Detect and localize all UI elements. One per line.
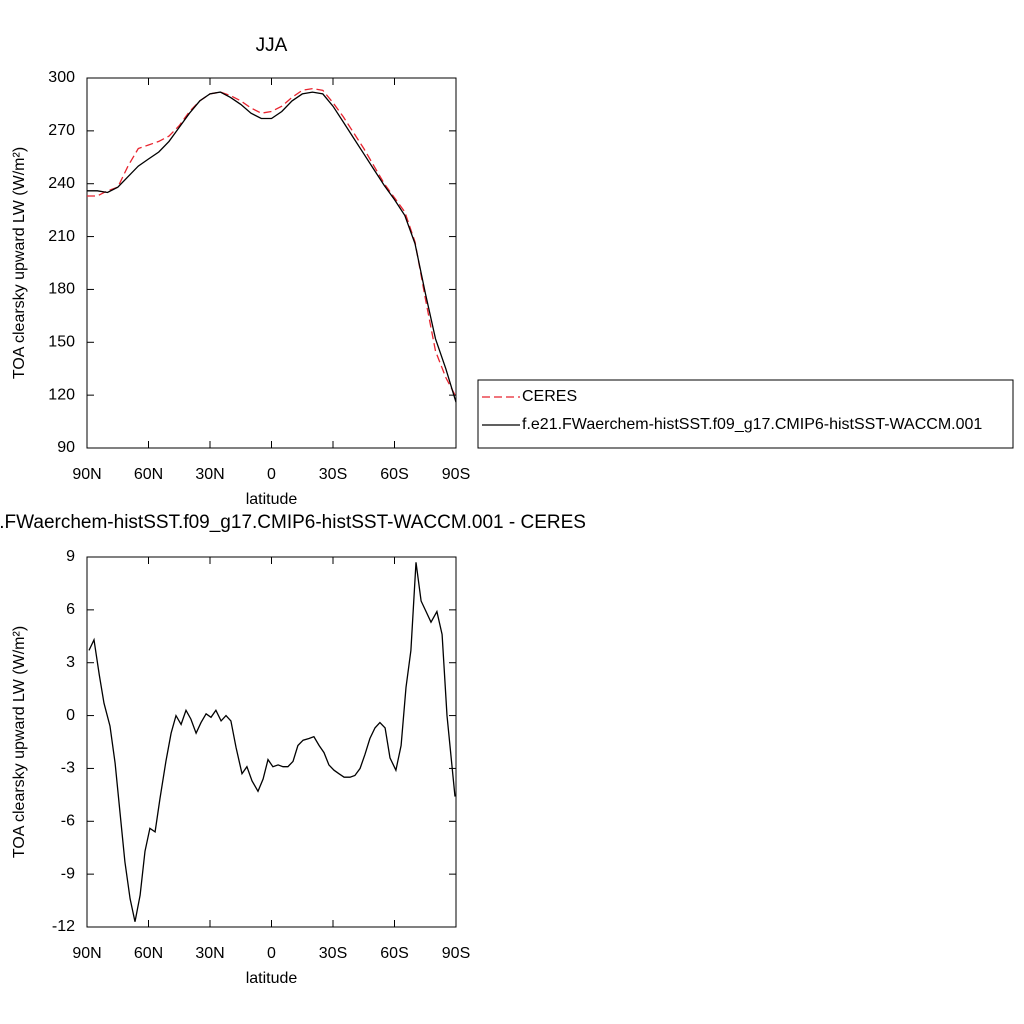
x-tick-label: 60N — [134, 466, 163, 483]
y-tick-label: 180 — [48, 281, 75, 298]
y-tick-label: -9 — [61, 865, 75, 882]
y-tick-label: 90 — [57, 439, 75, 456]
x-axis-label: latitude — [246, 491, 298, 508]
x-tick-label: 60N — [134, 945, 163, 962]
y-tick-label: 120 — [48, 386, 75, 403]
y-tick-label: 150 — [48, 334, 75, 351]
x-tick-label: 60S — [380, 945, 408, 962]
y-tick-label: 270 — [48, 122, 75, 139]
plot-frame — [86, 77, 457, 449]
y-tick-label: 6 — [66, 601, 75, 618]
x-tick-label: 90N — [72, 466, 101, 483]
x-tick-label: 30S — [319, 466, 347, 483]
legend-box — [477, 379, 1014, 449]
y-tick-label: -12 — [52, 918, 75, 935]
y-tick-label: -3 — [61, 760, 75, 777]
x-tick-label: 90S — [442, 945, 470, 962]
chart-title: f.e21.FWaerchem-histSST.f09_g17.CMIP6-hi… — [0, 512, 586, 533]
x-tick-label: 30S — [319, 945, 347, 962]
y-tick-label: 210 — [48, 228, 75, 245]
x-tick-label: 30N — [195, 945, 224, 962]
y-tick-label: 3 — [66, 654, 75, 671]
x-tick-label: 0 — [267, 945, 276, 962]
x-tick-label: 30N — [195, 466, 224, 483]
legend-label: CERES — [522, 388, 577, 405]
y-axis-label: TOA clearsky upward LW (W/m²) — [11, 147, 28, 379]
y-axis-label: TOA clearsky upward LW (W/m²) — [11, 626, 28, 858]
y-tick-label: -6 — [61, 813, 75, 830]
data-line — [87, 91, 457, 403]
data-line — [88, 562, 456, 922]
chart-title: JJA — [256, 35, 288, 56]
x-tick-label: 60S — [380, 466, 408, 483]
legend-label: f.e21.FWaerchem-histSST.f09_g17.CMIP6-hi… — [522, 416, 982, 433]
x-tick-label: 90S — [442, 466, 470, 483]
x-tick-label: 0 — [267, 466, 276, 483]
x-tick-label: 90N — [72, 945, 101, 962]
y-tick-label: 300 — [48, 69, 75, 86]
y-tick-label: 240 — [48, 175, 75, 192]
y-tick-label: 9 — [66, 548, 75, 565]
y-tick-label: 0 — [66, 707, 75, 724]
data-line — [87, 87, 457, 398]
x-axis-label: latitude — [246, 970, 298, 987]
